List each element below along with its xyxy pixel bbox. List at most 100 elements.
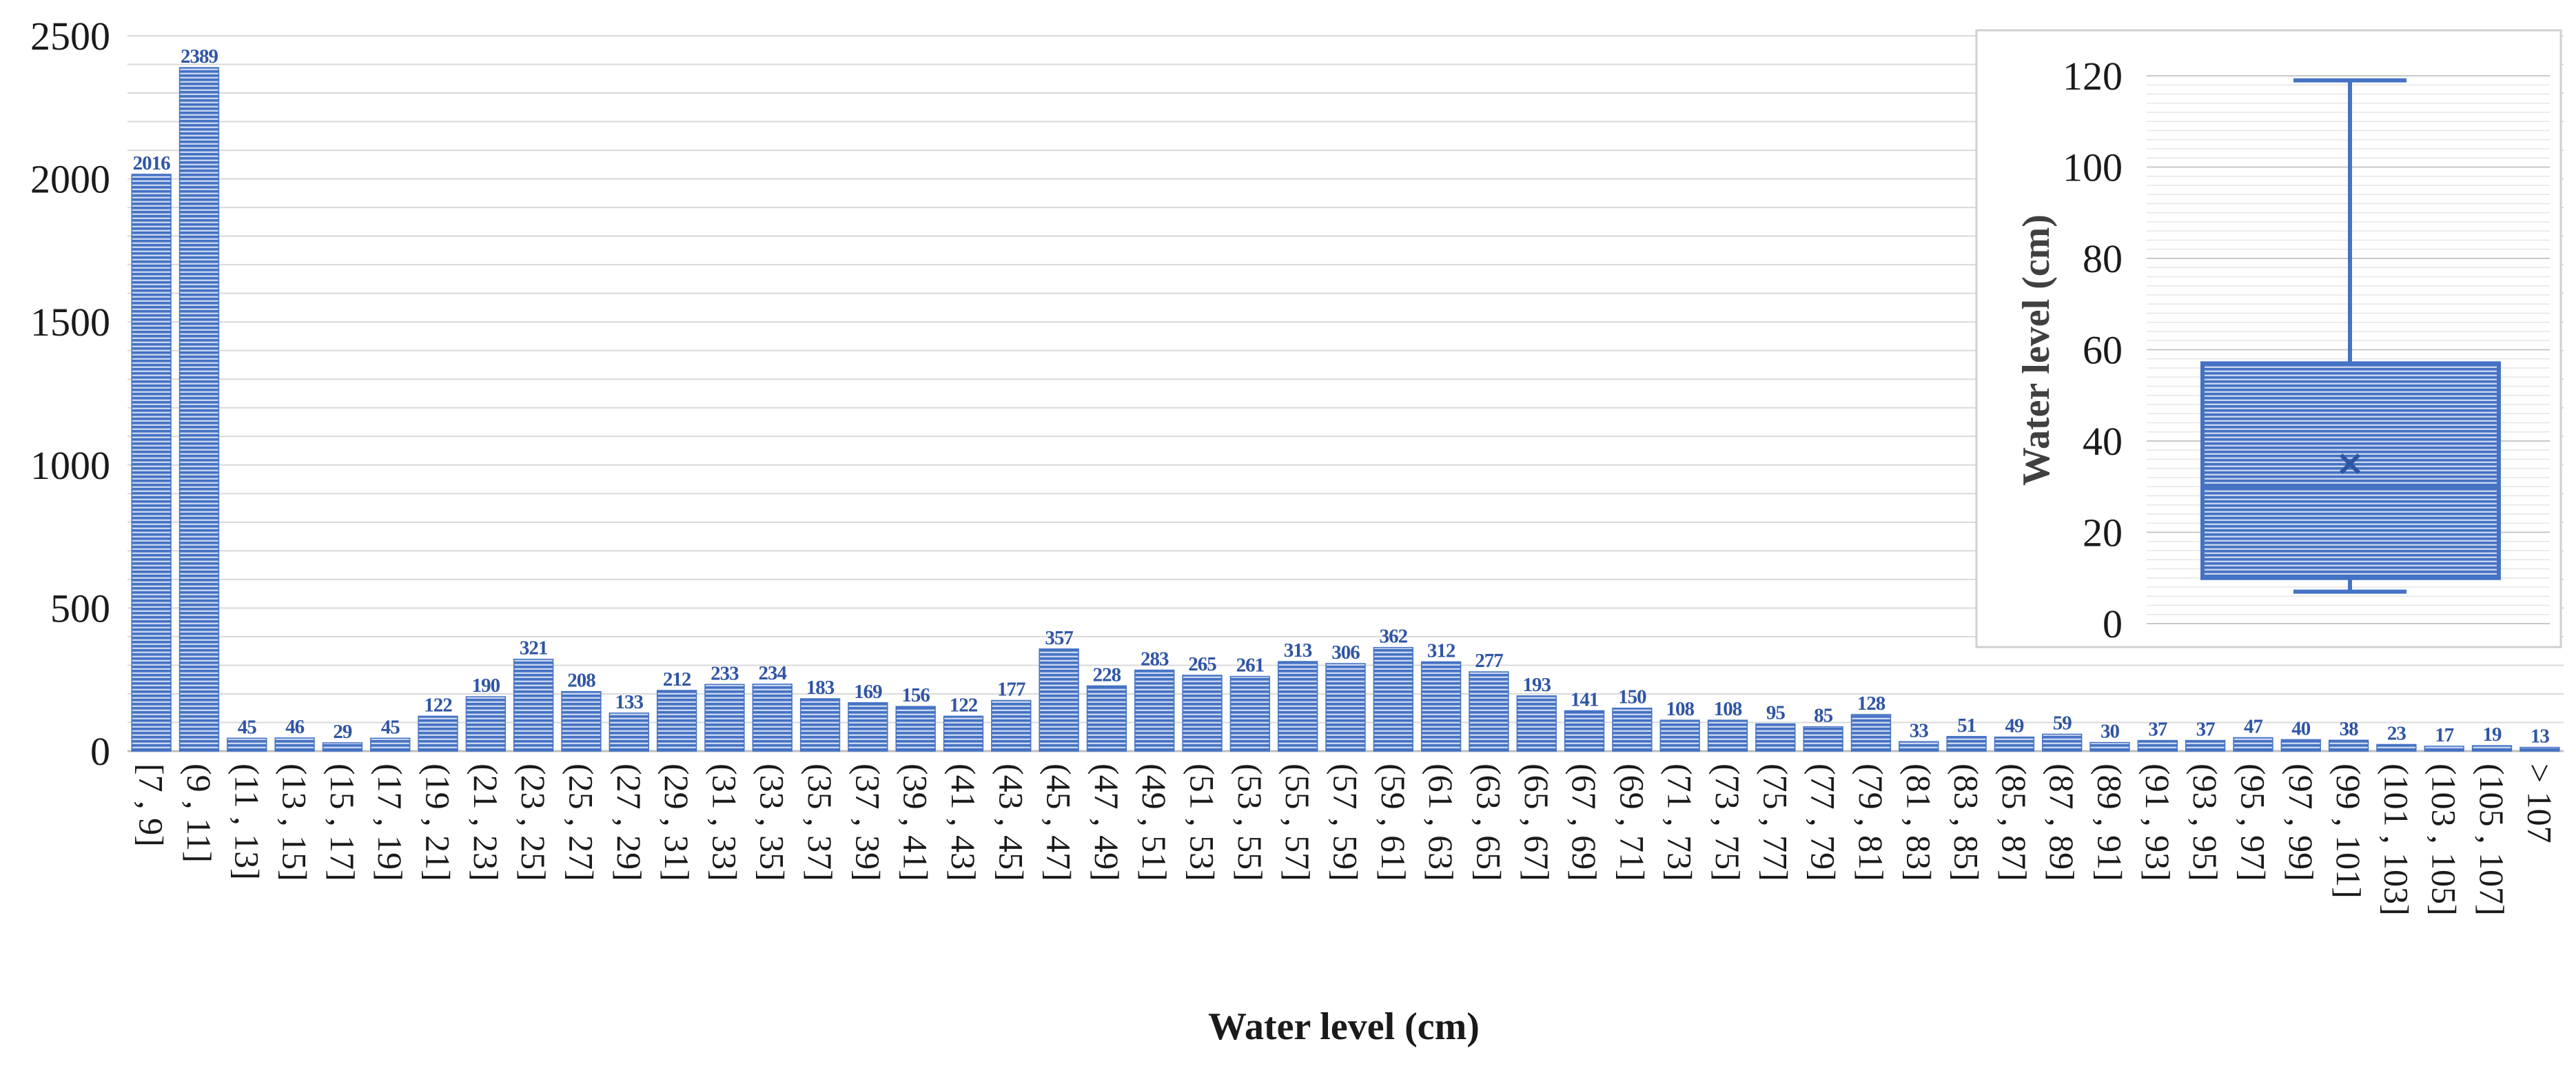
x-tick-label: (99 , 101] — [2329, 763, 2368, 899]
x-tick-label: (67 , 69] — [1565, 763, 1604, 881]
bar — [178, 67, 220, 752]
y-tick-label: 500 — [50, 586, 110, 631]
bar — [1755, 723, 1796, 752]
x-tick-label: (9 , 11] — [180, 763, 218, 863]
bar-value-label: 2389 — [181, 45, 218, 68]
x-tick-label: (51 , 53] — [1183, 763, 1222, 881]
x-tick-label: (47 , 49] — [1087, 763, 1126, 881]
bar — [656, 690, 697, 752]
bar-value-label: 193 — [1523, 674, 1551, 696]
bar-value-label: 133 — [615, 691, 644, 713]
mean-marker — [2339, 453, 2361, 475]
bar — [1946, 736, 1987, 752]
bar — [1134, 669, 1175, 752]
x-tick-label: (61 , 63] — [1422, 763, 1460, 881]
bar — [1039, 648, 1079, 752]
bar-value-label: 177 — [997, 679, 1025, 701]
bar-value-label: 59 — [2053, 713, 2072, 735]
bar-value-label: 47 — [2244, 715, 2263, 737]
bar-value-label: 108 — [1714, 698, 1742, 720]
inset-y-tick-label: 80 — [2083, 236, 2123, 281]
bar — [1469, 671, 1509, 752]
bar — [370, 737, 411, 752]
bar-value-label: 212 — [663, 668, 691, 690]
x-tick-label: (95 , 97] — [2233, 763, 2272, 881]
bar-value-label: 37 — [2148, 719, 2167, 741]
x-tick-label: (63 , 65] — [1469, 763, 1508, 881]
x-tick-label: (81 , 83] — [1899, 763, 1938, 881]
inset-y-tick-label: 120 — [2063, 54, 2123, 99]
x-axis-label: Water level (cm) — [1208, 1005, 1480, 1048]
x-tick-label: (57 , 59] — [1327, 763, 1365, 881]
x-tick-label: (49 , 51] — [1135, 763, 1174, 881]
bar — [2328, 739, 2369, 752]
x-tick-label: (17 , 19] — [371, 763, 409, 881]
x-tick-label: (97 , 99] — [2282, 763, 2320, 881]
bar — [2376, 744, 2417, 752]
bar — [2519, 746, 2560, 752]
inset-y-tick-label: 40 — [2083, 419, 2123, 464]
bar-value-label: 128 — [1857, 693, 1885, 715]
x-tick-label: (29 , 31] — [657, 763, 696, 881]
x-tick-label: > 107 — [2520, 763, 2559, 843]
bar — [1229, 675, 1271, 752]
bar — [131, 174, 172, 752]
x-tick-label: (33 , 35] — [753, 763, 792, 881]
bar — [2185, 739, 2226, 752]
bar-value-label: 190 — [472, 675, 500, 697]
bar-value-label: 283 — [1141, 648, 1169, 670]
bar-value-label: 306 — [1331, 642, 1360, 664]
bar — [943, 715, 984, 752]
bar-value-label: 122 — [424, 694, 452, 716]
bar — [2042, 733, 2083, 752]
y-tick-label: 0 — [90, 729, 110, 774]
x-tick-label: (93 , 95] — [2186, 763, 2225, 881]
x-tick-label: (73 , 75] — [1708, 763, 1747, 881]
x-tick-label: (37 , 39] — [848, 763, 887, 881]
bar-value-label: 37 — [2196, 719, 2216, 741]
bar — [465, 696, 507, 752]
bar-value-label: 277 — [1475, 650, 1503, 672]
x-tick-label: (65 , 67] — [1517, 763, 1556, 881]
y-tick-label: 2000 — [30, 157, 110, 202]
bar-value-label: 261 — [1236, 655, 1265, 677]
x-tick-label: (41 , 43] — [944, 763, 983, 881]
x-tick-label: (101 , 103] — [2377, 763, 2415, 916]
bar — [2471, 745, 2513, 752]
x-tick-label: (27 , 29] — [610, 763, 648, 881]
bar — [1420, 661, 1462, 752]
bar-value-label: 40 — [2291, 717, 2311, 739]
bar-value-label: 169 — [854, 681, 882, 703]
bar — [1803, 726, 1843, 752]
bar — [2424, 746, 2464, 752]
bar-value-label: 46 — [285, 716, 305, 738]
bar — [1707, 719, 1748, 752]
bar — [1612, 707, 1653, 752]
x-tick-label: (75 , 77] — [1756, 763, 1795, 881]
bar — [2137, 739, 2178, 752]
x-tick-label: (87 , 89] — [2043, 763, 2081, 881]
bar — [1086, 685, 1127, 752]
bar — [1659, 719, 1700, 752]
x-tick-label: (11 , 13] — [227, 763, 266, 880]
x-tick-label: [7 , 9] — [132, 763, 171, 847]
bar-value-label: 38 — [2340, 718, 2359, 740]
x-tick-label: (15 , 17] — [323, 763, 362, 881]
boxplot-inset: 0 20 40 60 80 100 120 Water level (cm) — [1975, 29, 2562, 648]
bar — [1182, 675, 1223, 752]
bar — [991, 699, 1032, 752]
bar — [1899, 741, 1939, 752]
bar-value-label: 17 — [2435, 724, 2454, 746]
bar-value-label: 150 — [1618, 686, 1646, 708]
bar — [418, 715, 458, 752]
bar — [895, 706, 936, 752]
bar-value-label: 141 — [1571, 688, 1599, 710]
bar-value-label: 233 — [711, 662, 739, 684]
x-tick-label: (39 , 41] — [897, 763, 935, 881]
bar — [561, 690, 602, 752]
x-tick-label: (77 , 79] — [1804, 763, 1843, 881]
bar-value-label: 95 — [1766, 702, 1786, 724]
bar-value-label: 23 — [2387, 722, 2406, 744]
